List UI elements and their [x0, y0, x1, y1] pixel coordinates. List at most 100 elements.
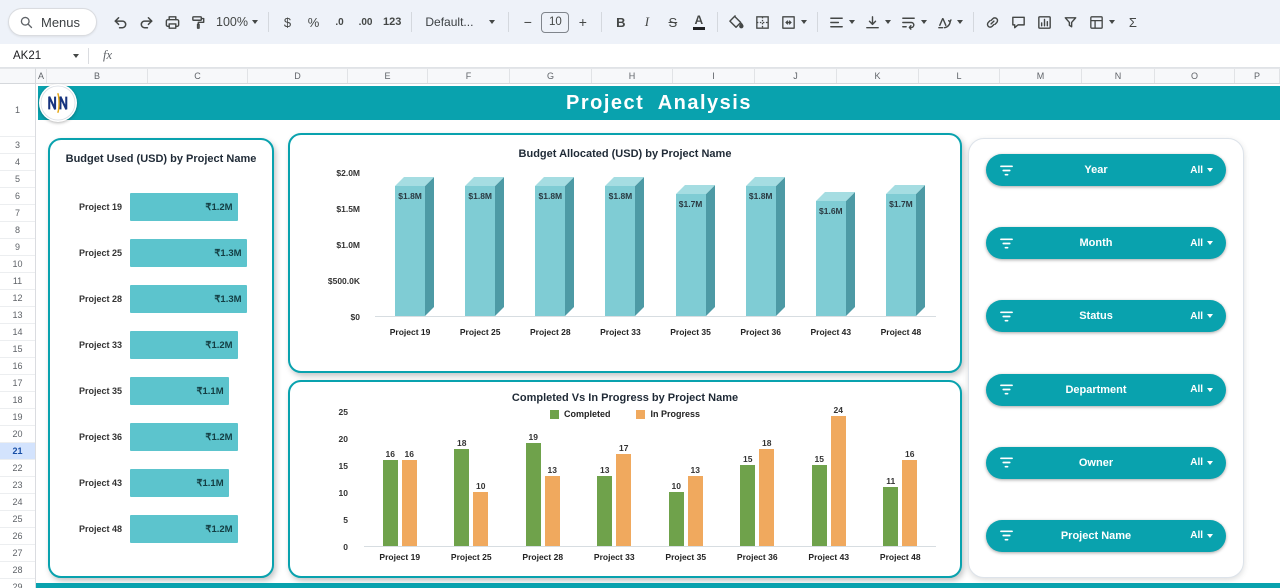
functions-button[interactable]: Σ: [1120, 9, 1145, 35]
currency-format-button[interactable]: $: [275, 9, 300, 35]
merge-cells-button[interactable]: [776, 9, 811, 35]
column-header-G[interactable]: G: [510, 69, 592, 83]
column-header-H[interactable]: H: [592, 69, 673, 83]
row-header-26[interactable]: 26: [0, 528, 35, 545]
increase-font-size-button[interactable]: +: [570, 9, 595, 35]
filter-value-dropdown[interactable]: All: [1190, 384, 1213, 395]
redo-button[interactable]: [134, 9, 159, 35]
completed-vs-inprogress-chart[interactable]: Completed Vs In Progress by Project Name…: [288, 380, 962, 578]
budget-used-chart[interactable]: Budget Used (USD) by Project Name Projec…: [48, 138, 274, 578]
filter-views-button[interactable]: [1084, 9, 1119, 35]
column-header-B[interactable]: B: [47, 69, 148, 83]
filter-year[interactable]: Year All: [986, 154, 1226, 186]
column-header-L[interactable]: L: [919, 69, 1000, 83]
column-header-M[interactable]: M: [1000, 69, 1082, 83]
row-header-1[interactable]: 1: [0, 84, 35, 137]
row-header-24[interactable]: 24: [0, 494, 35, 511]
filter-month[interactable]: Month All: [986, 227, 1226, 260]
column-header-C[interactable]: C: [148, 69, 248, 83]
row-header-16[interactable]: 16: [0, 358, 35, 375]
row-header-13[interactable]: 13: [0, 307, 35, 324]
row-header-17[interactable]: 17: [0, 375, 35, 392]
text-color-button[interactable]: A: [686, 9, 711, 35]
menus-button[interactable]: Menus: [8, 8, 98, 36]
dashboard-banner[interactable]: Project Analysis: [38, 84, 1280, 122]
row-header-15[interactable]: 15: [0, 341, 35, 358]
column-header-D[interactable]: D: [248, 69, 348, 83]
row-header-28[interactable]: 28: [0, 562, 35, 579]
row-header-7[interactable]: 7: [0, 205, 35, 222]
sheet-body[interactable]: Project Analysis Budget Used (USD) by Pr…: [36, 84, 1280, 588]
row-header-12[interactable]: 12: [0, 290, 35, 307]
row-header-11[interactable]: 11: [0, 273, 35, 290]
name-box[interactable]: AK21: [0, 44, 88, 67]
row-header-3[interactable]: 3: [0, 137, 35, 154]
filter-status[interactable]: Status All: [986, 300, 1226, 333]
font-select[interactable]: Default...: [418, 9, 502, 35]
column-header-I[interactable]: I: [673, 69, 755, 83]
row-header-10[interactable]: 10: [0, 256, 35, 273]
column-header-J[interactable]: J: [755, 69, 837, 83]
undo-button[interactable]: [108, 9, 133, 35]
row-header-8[interactable]: 8: [0, 222, 35, 239]
filter-value-dropdown[interactable]: All: [1190, 165, 1213, 176]
row-header-21[interactable]: 21: [0, 443, 35, 460]
horizontal-align-button[interactable]: [824, 9, 859, 35]
row-header-27[interactable]: 27: [0, 545, 35, 562]
column-header-E[interactable]: E: [348, 69, 428, 83]
fill-color-button[interactable]: [724, 9, 749, 35]
filter-value-dropdown[interactable]: All: [1190, 311, 1213, 322]
paint-format-button[interactable]: [186, 9, 211, 35]
budget-allocated-chart[interactable]: Budget Allocated (USD) by Project Name $…: [288, 133, 962, 373]
row-header-22[interactable]: 22: [0, 460, 35, 477]
insert-link-button[interactable]: [980, 9, 1005, 35]
row-header-14[interactable]: 14: [0, 324, 35, 341]
row-header-9[interactable]: 9: [0, 239, 35, 256]
text-rotation-button[interactable]: [932, 9, 967, 35]
formula-input[interactable]: [124, 44, 1280, 67]
filter-department[interactable]: Department All: [986, 373, 1226, 406]
bold-button[interactable]: B: [608, 9, 633, 35]
row-header-29[interactable]: 29: [0, 579, 35, 588]
create-filter-button[interactable]: [1058, 9, 1083, 35]
filter-project-name[interactable]: Project Name All: [986, 519, 1226, 552]
toolbar-divider: [508, 12, 510, 32]
borders-button[interactable]: [750, 9, 775, 35]
row-header-23[interactable]: 23: [0, 477, 35, 494]
zoom-select[interactable]: 100%: [212, 9, 262, 35]
row-header-25[interactable]: 25: [0, 511, 35, 528]
decrease-decimal-button[interactable]: .0: [327, 9, 352, 35]
text-wrap-button[interactable]: [896, 9, 931, 35]
italic-icon: I: [644, 14, 650, 29]
row-header-4[interactable]: 4: [0, 154, 35, 171]
filter-value-dropdown[interactable]: All: [1190, 238, 1213, 249]
font-size-input[interactable]: 10: [541, 11, 570, 33]
row-header-19[interactable]: 19: [0, 409, 35, 426]
italic-button[interactable]: I: [634, 9, 659, 35]
filter-value-dropdown[interactable]: All: [1190, 530, 1213, 541]
row-header-20[interactable]: 20: [0, 426, 35, 443]
percent-format-button[interactable]: %: [301, 9, 326, 35]
y-axis-tick: $1.0M: [336, 240, 360, 250]
row-header-6[interactable]: 6: [0, 188, 35, 205]
strikethrough-button[interactable]: S: [660, 9, 685, 35]
column-header-O[interactable]: O: [1155, 69, 1235, 83]
print-button[interactable]: [160, 9, 185, 35]
column-header-P[interactable]: P: [1235, 69, 1280, 83]
increase-decimal-button[interactable]: .00: [353, 9, 378, 35]
insert-comment-button[interactable]: [1006, 9, 1031, 35]
filter-value-dropdown[interactable]: All: [1190, 457, 1213, 468]
decrease-font-size-button[interactable]: −: [515, 9, 540, 35]
number-format-button[interactable]: 123: [379, 9, 405, 35]
minus-icon: −: [523, 14, 532, 30]
column-header-F[interactable]: F: [428, 69, 510, 83]
row-header-5[interactable]: 5: [0, 171, 35, 188]
vertical-align-button[interactable]: [860, 9, 895, 35]
column-header-A[interactable]: A: [36, 69, 47, 83]
select-all-corner[interactable]: [0, 68, 36, 84]
column-header-N[interactable]: N: [1082, 69, 1155, 83]
column-header-K[interactable]: K: [837, 69, 919, 83]
filter-owner[interactable]: Owner All: [986, 446, 1226, 479]
row-header-18[interactable]: 18: [0, 392, 35, 409]
insert-chart-button[interactable]: [1032, 9, 1057, 35]
